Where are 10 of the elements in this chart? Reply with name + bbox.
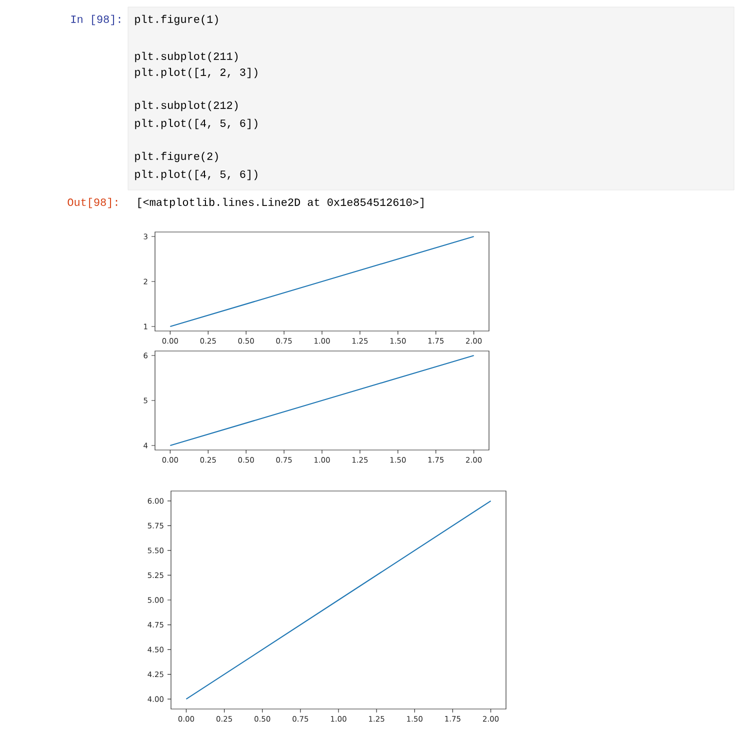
text: plt.plot([4, 5, 6]) xyxy=(135,118,258,130)
text: plt.figure(1) xyxy=(135,14,218,26)
text: plt.subplot(211) xyxy=(135,52,238,62)
text: In [98]: xyxy=(71,14,120,26)
text: plt.figure(2) xyxy=(135,152,218,162)
text: [<matplotlib.lines.Line2D at 0x1e854512610>] xyxy=(138,198,424,208)
text: plt.subplot(212) xyxy=(135,100,238,112)
text: plt.plot([1, 2, 3]) xyxy=(135,68,258,78)
text: Out[98]: xyxy=(68,198,118,208)
text: plt.plot([4, 5, 6]) xyxy=(135,170,258,180)
